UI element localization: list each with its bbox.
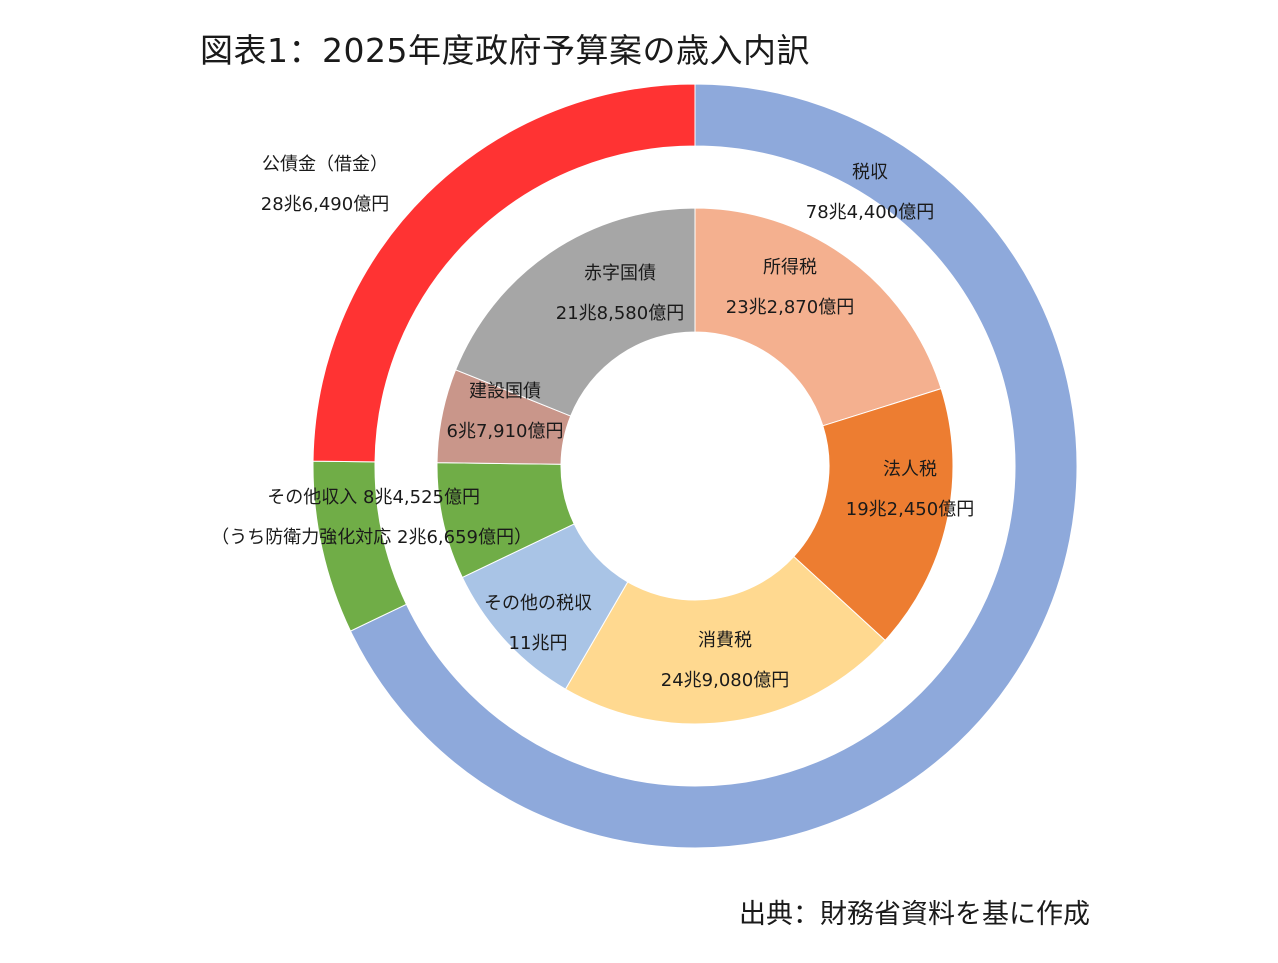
inner-label-5-name: 建設国債 [469,381,541,402]
inner-ring-slice-2 [564,555,886,725]
inner-label-2-value: 24兆9,080億円 [661,670,789,691]
outer-label-1-sub: （うち防衛力強化対応 2兆6,659億円） [211,527,532,548]
inner-label-0-value: 23兆2,870億円 [726,297,854,318]
inner-label-3-name: その他の税収 [484,593,592,614]
inner-label-5-value: 6兆7,910億円 [447,421,564,442]
outer-ring-slice-2 [312,83,696,463]
inner-label-2-name: 消費税 [698,630,752,651]
slice-layer [312,83,1078,849]
chart-title: 図表1：2025年度政府予算案の歳入内訳 [200,31,810,70]
inner-label-3-value: 11兆円 [509,633,568,654]
outer-label-2-name: 公債金（借金） [262,154,388,175]
outer-label-0-name: 税収 [852,162,888,183]
outer-label-0-value: 78兆4,400億円 [806,202,934,223]
inner-label-0-name: 所得税 [763,257,817,278]
inner-ring-slice-6 [454,207,696,417]
outer-ring-slice-0 [349,83,1078,849]
inner-ring-slice-0 [694,207,942,427]
inner-ring-slice-1 [793,388,954,642]
outer-label-2-value: 28兆6,490億円 [261,194,389,215]
inner-label-1-value: 19兆2,450億円 [846,499,974,520]
inner-label-6-value: 21兆8,580億円 [556,303,684,324]
inner-label-1-name: 法人税 [883,459,937,480]
chart-source: 出典：財務省資料を基に作成 [739,899,1090,930]
inner-label-6-name: 赤字国債 [584,263,656,284]
outer-label-1-name-value: その他収入 8兆4,525億円 [267,487,480,508]
